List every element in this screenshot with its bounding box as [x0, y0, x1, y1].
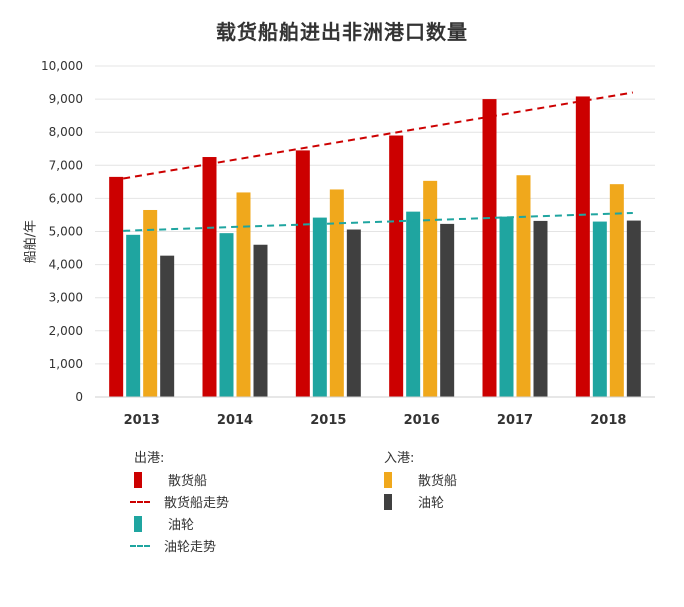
legend-dash	[130, 500, 150, 503]
bar	[295, 150, 310, 397]
legend-swatch	[384, 471, 392, 488]
bar	[592, 221, 607, 397]
trendline	[123, 211, 633, 232]
bar	[389, 135, 404, 397]
legend-item: 散货船	[130, 470, 207, 489]
y-tick-label: 2,000	[49, 324, 83, 338]
bar	[236, 192, 251, 397]
legend-label: 散货船	[168, 474, 208, 489]
legend-label: 散货船	[418, 474, 458, 489]
bar	[202, 157, 217, 397]
y-tick-label: 6,000	[49, 191, 83, 205]
x-tick-label: 2015	[310, 413, 346, 428]
legend-item: 油轮	[130, 514, 194, 533]
legend-item: 散货船	[380, 470, 457, 489]
y-tick-label: 10,000	[41, 59, 83, 73]
bar	[626, 220, 641, 397]
bar	[346, 229, 361, 397]
chart-title: 载货船舶进出非洲港口数量	[216, 20, 468, 44]
x-tick-label: 2016	[404, 413, 440, 428]
bar	[109, 176, 124, 397]
legend-in-heading: 入港:	[384, 451, 415, 466]
bar	[126, 234, 141, 397]
x-tick-label: 2013	[124, 413, 160, 428]
bar	[609, 184, 624, 397]
bar	[482, 99, 497, 397]
bar	[516, 175, 531, 397]
bar	[160, 255, 175, 397]
bar	[312, 217, 327, 397]
legend-label: 油轮	[168, 518, 195, 533]
y-tick-label: 1,000	[49, 357, 83, 371]
legend-label: 油轮走势	[164, 540, 217, 555]
y-tick-label: 0	[75, 390, 83, 404]
bar	[575, 96, 590, 398]
legend-swatch	[384, 493, 392, 510]
legend-dash	[130, 544, 150, 547]
y-tick-label: 3,000	[49, 291, 83, 305]
x-tick-label: 2018	[590, 413, 626, 428]
y-tick-label: 9,000	[49, 92, 83, 106]
bar	[533, 220, 548, 397]
bar	[499, 216, 514, 397]
bar	[329, 189, 344, 397]
legend-label: 油轮	[418, 496, 445, 511]
legend-swatch	[134, 515, 142, 532]
x-tick-label: 2014	[217, 413, 253, 428]
bar	[219, 233, 234, 397]
trendline	[123, 91, 633, 180]
y-tick-label: 8,000	[49, 125, 83, 139]
legend-item: 油轮走势	[130, 536, 216, 555]
y-tick-label: 4,000	[49, 258, 83, 272]
legend-label: 散货船走势	[164, 496, 230, 511]
bar	[253, 244, 268, 397]
x-tick-label: 2017	[497, 413, 533, 428]
bar	[440, 223, 455, 397]
bar	[423, 180, 438, 397]
y-tick-label: 5,000	[49, 225, 83, 239]
legend-swatch	[134, 471, 142, 488]
y-tick-label: 7,000	[49, 158, 83, 172]
legend-out-heading: 出港:	[134, 451, 165, 466]
legend-item: 油轮	[380, 492, 444, 511]
bar-chart: 0 1,000 2,000 3,000 4,000 5,000 6,000 7,000 8,00…	[41, 59, 655, 428]
bar	[143, 209, 158, 397]
bar	[406, 211, 421, 397]
legend-item: 散货船走势	[130, 492, 229, 511]
